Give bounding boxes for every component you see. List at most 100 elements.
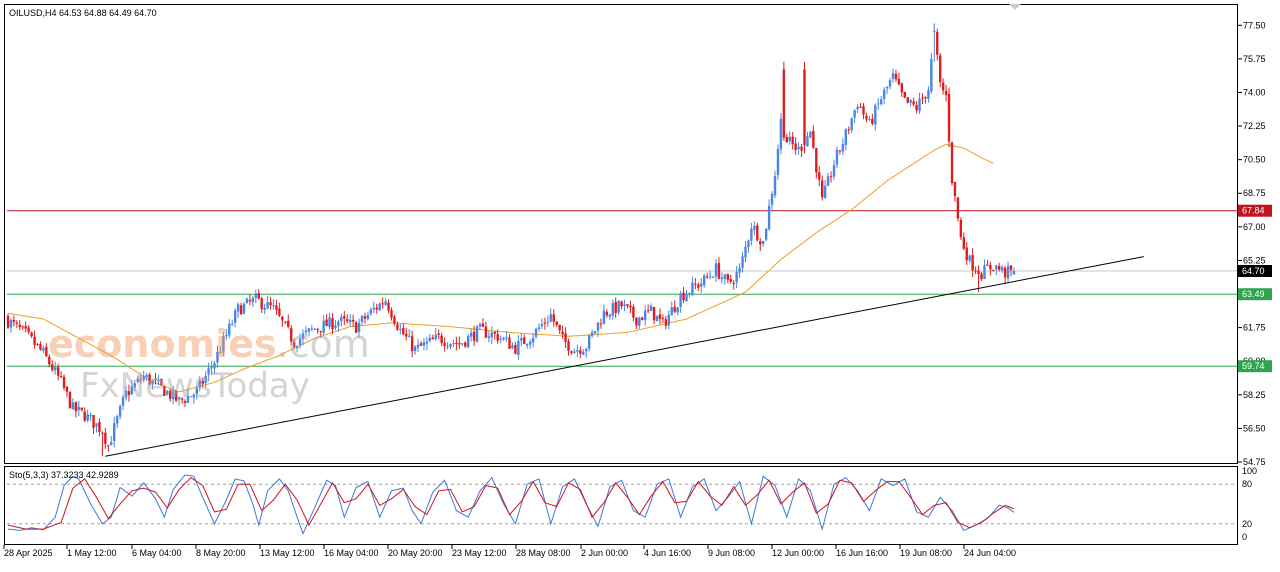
- candle-bear: [694, 283, 697, 285]
- candle-bull: [177, 397, 181, 400]
- candle-bull: [809, 131, 812, 138]
- candle-bull: [762, 240, 765, 244]
- candle-bear: [437, 333, 440, 335]
- candle-bull: [334, 325, 337, 329]
- candle-bull: [655, 315, 659, 322]
- candle-bear: [1009, 265, 1013, 270]
- candle-bear: [390, 310, 393, 318]
- candle-bear: [614, 301, 617, 314]
- candle-bear: [21, 326, 24, 328]
- candle-bear: [396, 324, 399, 330]
- candle-bear: [561, 331, 564, 335]
- candle-bull: [714, 263, 718, 277]
- candle-bull: [366, 314, 370, 319]
- x-tick-label: 28 Apr 2025: [4, 548, 53, 558]
- x-tick-label: 16 Jun 16:00: [836, 548, 888, 558]
- candle-bull: [711, 277, 715, 279]
- candle-bear: [959, 220, 963, 238]
- y-tick-label: 77.50: [1243, 20, 1266, 30]
- candle-bull: [213, 363, 216, 369]
- candle-bear: [915, 104, 918, 111]
- stochastic-scale-label: 20: [1242, 519, 1252, 529]
- candle-bull: [868, 118, 871, 120]
- x-tick-label: 16 May 04:00: [324, 548, 379, 558]
- shift-marker-icon[interactable]: [1009, 4, 1021, 10]
- candle-bear: [971, 255, 974, 271]
- stochastic-signal-line: [7, 476, 1015, 530]
- candle-bull: [788, 136, 791, 142]
- candle-bull: [853, 110, 856, 118]
- candle-bull: [204, 375, 207, 384]
- candle-bear: [641, 317, 644, 321]
- moving-average-line: [7, 143, 994, 393]
- y-tick-label: 74.00: [1243, 87, 1266, 97]
- candle-bull: [593, 331, 597, 334]
- candle-bull: [806, 136, 809, 147]
- candle-bear: [316, 329, 319, 331]
- candle-bull: [461, 343, 464, 345]
- symbol-header: OILUSD,H4 64.53 64.88 64.49 64.70: [9, 8, 157, 18]
- candle-bear: [39, 344, 42, 350]
- x-tick-label: 20 May 20:00: [388, 548, 443, 558]
- candle-bear: [980, 273, 983, 280]
- candle-bear: [800, 146, 803, 151]
- candle-bear: [785, 136, 788, 143]
- candle-bull: [649, 305, 653, 311]
- candle-bear: [862, 106, 865, 115]
- candle-bull: [207, 368, 210, 375]
- candle-bull: [263, 307, 266, 310]
- candle-bear: [292, 341, 296, 347]
- candle-bear: [989, 265, 992, 270]
- candle-bull: [850, 118, 853, 131]
- candle-bear: [36, 343, 39, 345]
- candle-bear: [726, 274, 729, 280]
- candle-bull: [968, 255, 971, 261]
- candle-bull: [124, 390, 128, 398]
- candle-bull: [983, 265, 986, 279]
- candle-bear: [56, 367, 60, 376]
- candle-bull: [301, 333, 305, 339]
- watermark-economies: economies.com: [48, 322, 370, 366]
- candle-bear: [381, 303, 384, 305]
- candle-bull: [685, 294, 688, 302]
- candle-bear: [405, 333, 408, 337]
- candle-bear: [472, 331, 476, 341]
- candle-bull: [422, 342, 426, 346]
- resistance-price-label: 67.84: [1242, 206, 1265, 216]
- candle-bull: [823, 185, 827, 198]
- candle-bull: [130, 386, 134, 394]
- trendline: [105, 256, 1144, 457]
- candle-bear: [160, 378, 163, 386]
- candle-bear: [838, 150, 842, 152]
- candle-bear: [45, 346, 48, 357]
- candle-bear: [992, 269, 995, 271]
- candle-bear: [18, 324, 21, 328]
- candle-bear: [514, 344, 517, 354]
- stochastic-pane-frame: [4, 466, 1238, 545]
- candle-bull: [747, 240, 750, 248]
- candle-bull: [1012, 270, 1016, 275]
- candle-bear: [107, 445, 110, 447]
- candle-bull: [242, 303, 246, 314]
- candle-bull: [357, 322, 361, 332]
- candle-bear: [965, 247, 968, 261]
- candle-bull: [328, 317, 331, 327]
- candle-bear: [661, 318, 665, 320]
- candle-bear: [717, 263, 721, 279]
- candle-bull: [644, 310, 647, 320]
- candle-bear: [48, 356, 51, 365]
- candle-bull: [86, 414, 89, 421]
- candle-bull: [667, 314, 670, 326]
- candle-bear: [319, 330, 322, 332]
- candle-bull: [446, 346, 449, 348]
- candle-bear: [794, 143, 797, 151]
- candle-bear: [257, 293, 260, 299]
- candle-bear: [325, 319, 328, 327]
- candle-bear: [493, 331, 496, 334]
- candle-bull: [378, 303, 381, 311]
- candle-bear: [15, 322, 19, 324]
- y-tick-label: 58.25: [1243, 390, 1266, 400]
- candle-bear: [65, 386, 69, 392]
